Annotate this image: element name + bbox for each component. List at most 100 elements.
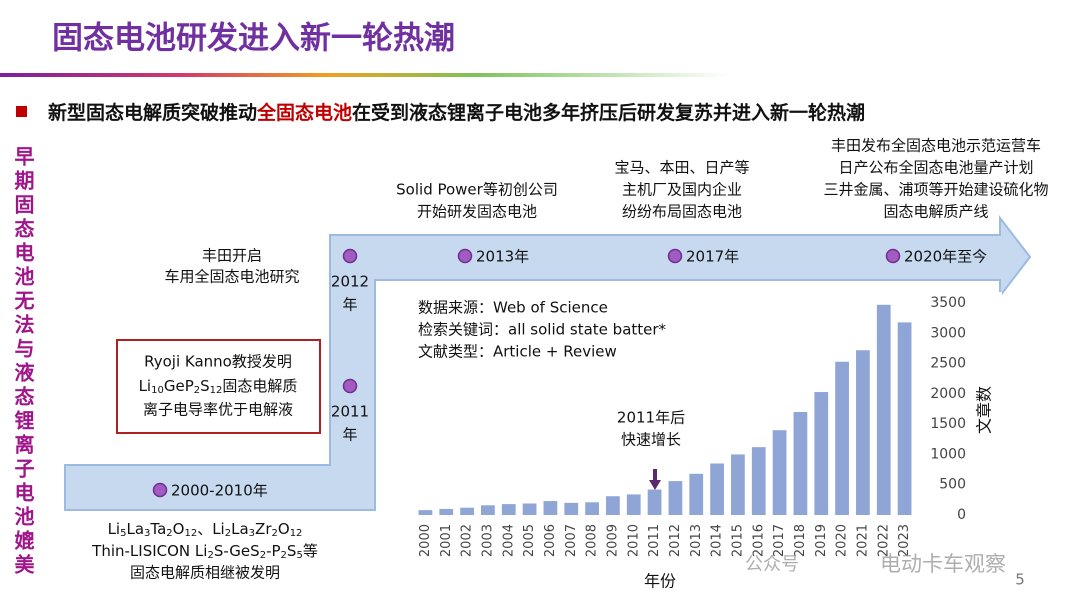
subscript: 2 xyxy=(281,550,287,561)
event-text: 固态电解质相继被发明 xyxy=(130,564,280,582)
bar xyxy=(835,361,849,515)
subscript: 2 xyxy=(194,385,200,396)
x-tick-label: 2008 xyxy=(585,524,600,557)
event-text: 宝马、本田、日产等 xyxy=(614,159,749,177)
x-tick-label: 2019 xyxy=(814,524,829,557)
bar xyxy=(626,494,641,515)
stage-dot xyxy=(457,248,473,264)
x-tick-label: 2020 xyxy=(835,524,850,557)
bar xyxy=(897,322,912,515)
y-tick-label: 0 xyxy=(957,507,966,523)
bar xyxy=(856,350,870,515)
timeline-arrow xyxy=(64,215,1032,511)
stage-dot xyxy=(885,248,901,264)
event-text: 车用全固态电池研究 xyxy=(164,268,299,286)
y-tick-label: 2500 xyxy=(930,356,966,372)
subscript: 3 xyxy=(144,528,150,539)
bar xyxy=(543,501,558,515)
event-text: 日产公布全固态电池量产计划 xyxy=(838,159,1033,177)
formula-text: S xyxy=(200,377,210,395)
x-tick-label: 2006 xyxy=(543,524,558,557)
bar xyxy=(731,454,745,515)
annotation-arrow xyxy=(649,469,661,490)
subscript: 2 xyxy=(225,528,231,539)
bar xyxy=(585,502,599,515)
bar xyxy=(689,473,704,515)
bar xyxy=(647,489,662,515)
title-rule xyxy=(0,73,730,77)
x-tick-label: 2013 xyxy=(689,524,704,557)
formula: Li10GeP2S12固态电解质 xyxy=(139,377,298,397)
x-tick-label: 2023 xyxy=(897,524,912,557)
bar xyxy=(522,503,537,515)
formula-text: La xyxy=(126,520,144,538)
bullet-highlight: 全固态电池 xyxy=(256,101,352,124)
slide-title: 固态电池研发进入新一轮热潮 xyxy=(52,21,455,57)
y-tick-label: 1500 xyxy=(930,416,966,432)
formula-text: 等 xyxy=(303,542,318,560)
chart-note: 文献类型：Article + Review xyxy=(418,343,617,361)
x-tick-label: 2004 xyxy=(501,524,516,557)
kanno-box xyxy=(116,339,321,434)
subscript: 3 xyxy=(249,528,255,539)
stage-label: 2013年 xyxy=(476,248,529,266)
y-tick-label: 3000 xyxy=(930,325,966,341)
formula-text: Thin-LISICON Li xyxy=(91,542,207,560)
stage-dot xyxy=(342,378,358,394)
formula-text: Li xyxy=(139,377,152,395)
stage-label: 2020年至今 xyxy=(904,248,987,266)
subscript: 2 xyxy=(166,528,172,539)
event-text: Solid Power等初创公司 xyxy=(396,181,558,199)
event-text: 离子电导率优于电解液 xyxy=(143,401,293,419)
formula-text: S xyxy=(287,542,297,560)
bar xyxy=(418,510,433,515)
x-tick-label: 2005 xyxy=(522,524,537,557)
formula-text: O xyxy=(278,520,290,538)
formula-text: La xyxy=(231,520,249,538)
event-text: Ryoji Kanno教授发明 xyxy=(144,353,292,371)
bullet-part: 在受到液态锂离子电池多年挤压后研发复苏并进入新一轮热潮 xyxy=(352,101,865,124)
stage-label: 年 xyxy=(342,426,357,444)
stage-dot xyxy=(342,248,358,264)
x-tick-label: 2001 xyxy=(439,524,454,557)
subscript: 2 xyxy=(207,550,213,561)
y-tick-label: 3500 xyxy=(930,295,966,311)
bullet-text: 新型固态电解质突破推动全固态电池在受到液态锂离子电池多年挤压后研发复苏并进入新一… xyxy=(48,101,865,124)
bar xyxy=(606,496,620,515)
page-number: 5 xyxy=(1015,571,1025,589)
x-tick-label: 2009 xyxy=(605,524,620,557)
event-text: 丰田发布全固态电池示范运营车 xyxy=(831,137,1041,155)
formula-text: -P xyxy=(266,542,280,560)
formula-text: Zr xyxy=(255,520,272,538)
x-tick-label: 2016 xyxy=(751,524,766,557)
stage-label: 2012 xyxy=(331,273,369,291)
bullet-part: 新型固态电解质突破推动 xyxy=(48,101,257,124)
x-tick-label: 2010 xyxy=(626,524,641,557)
stage-label: 年 xyxy=(342,296,357,314)
bar xyxy=(439,508,454,515)
bar xyxy=(481,505,495,515)
chart-note: 检索关键词：all solid state batter* xyxy=(418,321,667,339)
x-tick-label: 2017 xyxy=(772,524,787,557)
subscript: 2 xyxy=(260,550,266,561)
formula: Thin-LISICON Li2S-GeS2-P2S5等 xyxy=(91,542,318,562)
bar xyxy=(793,412,808,515)
subscript: 2 xyxy=(272,528,278,539)
x-tick-label: 2014 xyxy=(710,524,725,557)
subscript: 10 xyxy=(151,385,164,396)
event-text: 三井金属、浦项等开始建设硫化物 xyxy=(823,181,1048,199)
bar xyxy=(460,507,474,515)
formula-text: 、Li xyxy=(197,520,225,538)
y-tick-label: 500 xyxy=(939,477,966,493)
side-label: 早期固态电池无法与液态锂离子电池媲美 xyxy=(11,146,35,578)
x-tick-label: 2012 xyxy=(668,524,683,557)
watermark: 电动卡车观察 xyxy=(880,552,1006,576)
bar xyxy=(876,304,891,515)
x-tick-label: 2011 xyxy=(647,524,662,557)
subscript: 5 xyxy=(120,528,126,539)
subscript: 12 xyxy=(184,528,197,539)
bar xyxy=(668,481,683,515)
bar xyxy=(814,392,829,515)
subscript: 5 xyxy=(296,550,302,561)
